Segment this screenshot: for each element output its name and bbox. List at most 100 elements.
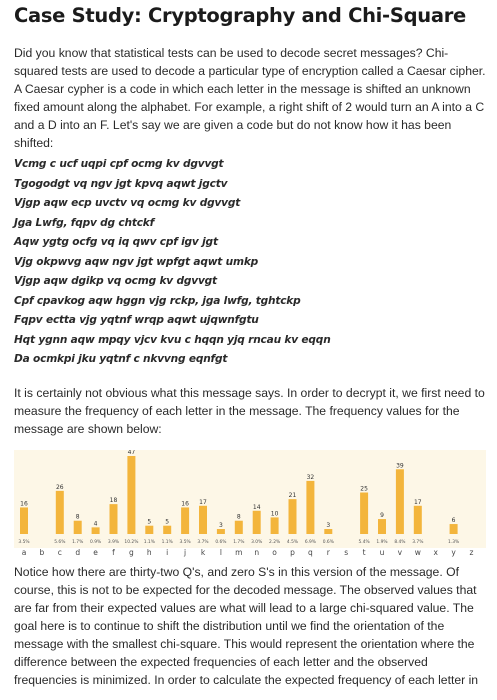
tick-label-x: x bbox=[433, 548, 438, 557]
bar-c bbox=[55, 490, 64, 534]
tick-label-n: n bbox=[254, 548, 260, 557]
letter-frequency-chart: 16 3.5% 26 5.6% 8 1.7% 4 0.9% 18 3.9% 47 10.2% 5 1.1%… bbox=[14, 450, 486, 548]
cipher-line: Cpf cpavkog aqw hggn vjg rckp, jga lwfg,… bbox=[14, 294, 301, 307]
tick-label-r: r bbox=[326, 548, 330, 557]
value-label-q: 32 bbox=[307, 474, 315, 481]
tick-label-b: b bbox=[39, 548, 45, 557]
bar-t bbox=[360, 492, 369, 534]
percent-label-c: 5.6% bbox=[54, 539, 65, 545]
cipher-line: Aqw ygtg ocfg vq iq qwv cpf igv jgt bbox=[14, 236, 218, 248]
frequency-bar-chart: 16 3.5% 26 5.6% 8 1.7% 4 0.9% 18 3.9% 47 10.2% 5 1.1%… bbox=[14, 450, 486, 548]
cipher-line: Vjgp aqw ecp uvctv vq ocmg kv dgvvgt bbox=[14, 197, 241, 209]
tick-label-v: v bbox=[397, 548, 403, 557]
percent-label-i: 1.1% bbox=[162, 539, 173, 545]
tick-label-d: d bbox=[75, 548, 81, 557]
bar-y bbox=[449, 524, 458, 534]
value-label-w: 17 bbox=[414, 499, 422, 506]
percent-label-d: 1.7% bbox=[72, 539, 83, 545]
cipher-line: Tgogodgt vq ngv jgt kpvq aqwt jgctv bbox=[14, 177, 228, 190]
cipher-line: Vjgp aqw dgikp vq ocmg kv dgvvgt bbox=[14, 275, 217, 287]
tick-label-p: p bbox=[290, 548, 295, 557]
cipher-line: Vcmg c ucf uqpi cpf ocmg kv dgvvgt bbox=[14, 158, 224, 170]
percent-label-v: 8.4% bbox=[394, 539, 405, 545]
value-label-u: 9 bbox=[380, 512, 384, 519]
cipher-line: Hqt ygnn aqw mpqy vjcv kvu c hqqn yjq rn… bbox=[14, 333, 331, 346]
percent-label-n: 3.0% bbox=[251, 539, 262, 545]
tick-label-k: k bbox=[200, 548, 206, 557]
value-label-t: 25 bbox=[360, 486, 368, 493]
bar-o bbox=[270, 517, 279, 534]
bar-a bbox=[20, 507, 28, 534]
cipher-line: Fqpv ectta vjg yqtnf wrqp aqwt ujqwnfgtu bbox=[14, 314, 259, 326]
value-label-l: 3 bbox=[219, 522, 223, 529]
percent-label-e: 0.9% bbox=[90, 539, 101, 545]
percent-label-g: 10.2% bbox=[124, 539, 138, 545]
value-label-p: 21 bbox=[289, 492, 297, 499]
percent-label-m: 1.7% bbox=[233, 539, 244, 545]
percent-label-k: 3.7% bbox=[197, 539, 208, 545]
tick-label-e: e bbox=[93, 548, 98, 557]
bar-q bbox=[306, 480, 315, 534]
value-label-j: 16 bbox=[181, 500, 189, 507]
value-label-e: 4 bbox=[94, 520, 98, 527]
percent-label-r: 0.6% bbox=[323, 539, 334, 545]
tick-label-i: i bbox=[166, 548, 169, 557]
value-label-o: 10 bbox=[271, 510, 279, 517]
percent-label-h: 1.1% bbox=[144, 539, 155, 545]
tick-label-m: m bbox=[235, 548, 243, 557]
tick-label-t: t bbox=[362, 548, 366, 557]
tick-label-w: w bbox=[414, 548, 421, 557]
tick-label-f: f bbox=[112, 548, 115, 557]
bar-g bbox=[127, 456, 136, 534]
bar-e bbox=[91, 527, 100, 534]
cipher-text: Vcmg c ucf uqpi cpf ocmg kv dgvvgt Tgogo… bbox=[14, 155, 331, 370]
tick-label-o: o bbox=[272, 548, 277, 557]
tick-label-u: u bbox=[379, 548, 385, 557]
value-label-n: 14 bbox=[253, 504, 261, 511]
value-label-a: 16 bbox=[20, 500, 28, 507]
bar-d bbox=[73, 520, 82, 534]
percent-label-q: 6.9% bbox=[305, 539, 316, 545]
cipher-line: Da ocmkpi jku yqtnf c nkvvng eqnfgt bbox=[14, 353, 228, 365]
bar-h bbox=[145, 525, 154, 534]
value-label-f: 18 bbox=[110, 497, 118, 504]
bar-p bbox=[288, 499, 297, 534]
frequency-intro-paragraph: It is certainly not obvious what this me… bbox=[14, 386, 485, 436]
tick-label-a: a bbox=[21, 548, 27, 557]
value-label-g: 47 bbox=[128, 450, 136, 456]
bar-k bbox=[199, 505, 207, 534]
bar-r bbox=[324, 529, 333, 534]
value-label-k: 17 bbox=[199, 499, 207, 506]
bar-v bbox=[395, 469, 404, 534]
percent-label-t: 5.4% bbox=[359, 539, 370, 545]
tick-label-s: s bbox=[344, 548, 349, 557]
cipher-line: Jga Lwfg, fqpv dg chtckf bbox=[14, 216, 155, 229]
tick-label-h: h bbox=[146, 548, 152, 557]
page-title: Case Study: Cryptography and Chi-Square bbox=[14, 4, 466, 27]
value-label-i: 5 bbox=[165, 519, 169, 526]
tick-label-c: c bbox=[57, 548, 62, 557]
value-label-h: 5 bbox=[147, 519, 151, 526]
percent-label-j: 3.5% bbox=[180, 539, 191, 545]
tick-label-j: j bbox=[184, 548, 187, 557]
intro-paragraph: Did you know that statistical tests can … bbox=[14, 46, 486, 150]
percent-label-u: 1.9% bbox=[376, 539, 387, 545]
tick-label-y: y bbox=[451, 548, 456, 557]
percent-label-y: 1.3% bbox=[448, 539, 459, 545]
value-label-c: 26 bbox=[56, 484, 64, 491]
percent-label-p: 4.5% bbox=[287, 539, 298, 545]
bar-f bbox=[109, 504, 118, 534]
tick-label-g: g bbox=[129, 548, 134, 557]
percent-label-w: 3.7% bbox=[412, 539, 423, 545]
value-label-d: 8 bbox=[76, 514, 80, 521]
bar-w bbox=[413, 505, 422, 534]
bar-m bbox=[234, 520, 243, 534]
value-label-v: 39 bbox=[396, 462, 404, 469]
value-label-m: 8 bbox=[237, 514, 241, 521]
value-label-r: 3 bbox=[326, 522, 330, 529]
percent-label-a: 3.5% bbox=[18, 539, 29, 545]
bar-j bbox=[181, 507, 190, 534]
percent-label-l: 0.6% bbox=[215, 539, 226, 545]
percent-label-f: 3.9% bbox=[108, 539, 119, 545]
